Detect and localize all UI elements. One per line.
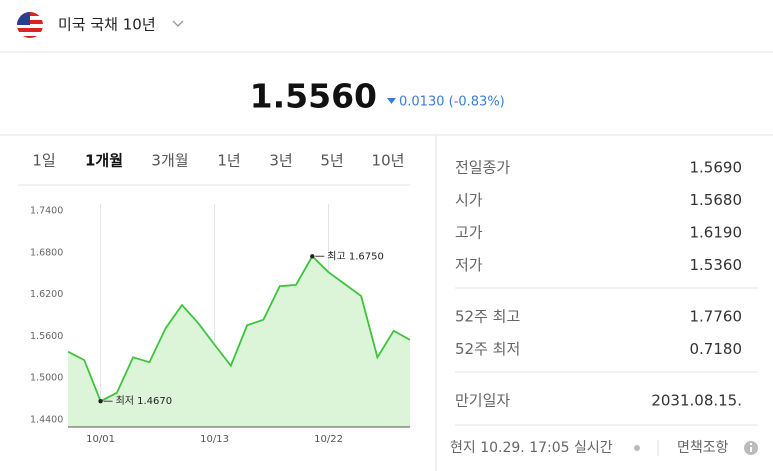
price: 1.5560 [250, 77, 377, 116]
x-tick-label: 10/01 [86, 434, 115, 445]
x-tick-label: 10/13 [200, 434, 229, 445]
stat-value: 1.6190 [690, 224, 743, 242]
stat-label: 만기일자 [455, 392, 510, 410]
line [67, 254, 411, 403]
status-dot [634, 445, 640, 451]
y-tick-label: 1.4400 [30, 415, 63, 426]
stat-value: 1.5360 [690, 256, 743, 274]
stat-label: 52주 최고 [455, 308, 520, 326]
y-tick-label: 1.6200 [30, 289, 63, 300]
info-icon-glyph [750, 443, 752, 445]
header-bar [0, 0, 773, 52]
disclaimer-link[interactable]: 면책조항 [677, 440, 729, 456]
stat-label: 저가 [455, 256, 483, 274]
tab[interactable]: 3년 [269, 152, 292, 170]
stat-label: 고가 [455, 224, 483, 242]
tab[interactable]: 5년 [320, 152, 343, 170]
tab[interactable]: 10년 [372, 152, 405, 170]
annotation-dot [98, 399, 103, 404]
x-tick-label: 10/22 [314, 434, 343, 445]
tab[interactable]: 1일 [32, 152, 55, 170]
price-change: 0.0130 (-0.83%) [399, 95, 505, 110]
stat-label: 시가 [455, 191, 483, 209]
stat-value: 0.7180 [690, 340, 743, 358]
stat-value: 2031.08.15. [651, 392, 742, 410]
annotation: 최고 1.6750 [327, 250, 384, 262]
y-tick-label: 1.6800 [30, 247, 63, 258]
stat-label: 전일종가 [455, 159, 510, 177]
dropdown-chevron[interactable] [172, 20, 184, 27]
down-arrow [387, 98, 396, 104]
y-tick-label: 1.7400 [30, 205, 63, 216]
tab[interactable]: 1개월 [85, 152, 123, 170]
info-icon-glyph [750, 447, 752, 452]
timestamp: 현지 10.29. 17:05 실시간 [450, 440, 613, 456]
stat-value: 1.7760 [690, 308, 743, 326]
annotation: 최저 1.4670 [116, 395, 173, 407]
y-tick-label: 1.5000 [30, 373, 63, 384]
line-area [68, 256, 410, 427]
tab[interactable]: 1년 [217, 152, 240, 170]
tab[interactable]: 3개월 [151, 152, 188, 170]
flag [17, 12, 43, 38]
annotation-dot [310, 254, 315, 259]
stat-value: 1.5680 [690, 191, 743, 209]
header-title[interactable]: 미국 국채 10년 [58, 16, 156, 34]
stat-value: 1.5690 [690, 159, 743, 177]
y-tick-label: 1.5600 [30, 331, 63, 342]
stat-label: 52주 최저 [455, 340, 520, 358]
